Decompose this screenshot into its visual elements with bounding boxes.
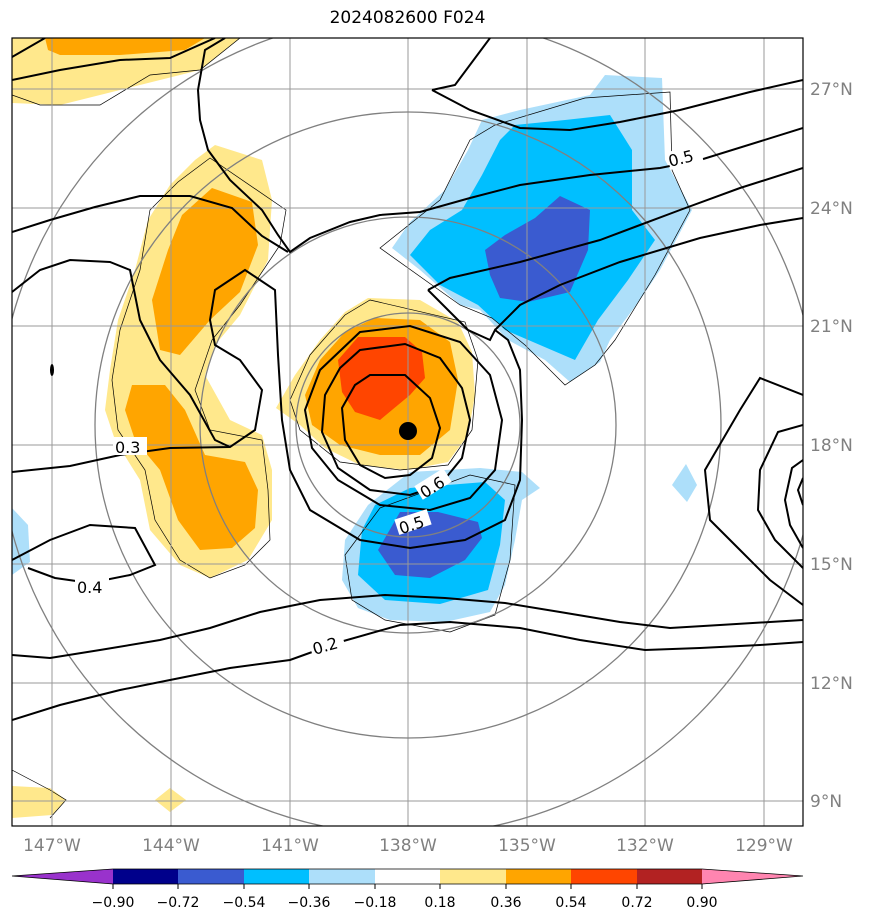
shade-orange-leftband xyxy=(152,188,258,355)
shading-layer xyxy=(12,38,697,818)
lat-label-27: 27°N xyxy=(810,80,853,100)
lon-label-144: 144°W xyxy=(142,836,200,856)
lat-label-21: 21°N xyxy=(810,317,853,337)
contour-north-1 xyxy=(431,38,491,91)
colorbar-seg-10 xyxy=(702,869,803,884)
shade-orange-leftband2 xyxy=(125,385,258,550)
contour-topleft-1 xyxy=(12,38,46,58)
small-contour-blob xyxy=(50,364,54,376)
cb-tick-3: −0.36 xyxy=(288,895,331,911)
colorbar-ticks xyxy=(112,884,703,889)
colorbar-seg-5 xyxy=(375,869,440,884)
range-ring-2 xyxy=(199,216,617,634)
contour-core-inner xyxy=(340,374,442,480)
storm-center-marker xyxy=(399,422,417,440)
cb-tick-9: 0.90 xyxy=(686,895,717,911)
lat-label-15: 15°N xyxy=(810,555,853,575)
lat-label-24: 24°N xyxy=(810,199,853,219)
outline-bottomleft xyxy=(12,769,67,819)
contour-label-1: 0.5 xyxy=(666,146,695,171)
lon-label-141: 141°W xyxy=(261,836,319,856)
lon-label-147: 147°W xyxy=(23,836,81,856)
outline-core xyxy=(289,299,479,471)
contour-left-4 xyxy=(12,523,157,585)
lon-label-129: 129°W xyxy=(735,836,793,856)
cb-tick-4: −0.18 xyxy=(354,895,397,911)
colorbar-seg-7 xyxy=(506,869,571,884)
range-ring-3 xyxy=(94,111,722,739)
shade-yellow-bottomleft xyxy=(12,786,66,818)
lat-label-12: 12°N xyxy=(810,674,853,694)
range-rings xyxy=(12,38,803,826)
shade-orange-topleft xyxy=(45,38,205,55)
contour-east-ring-4 xyxy=(796,477,803,506)
lon-label-138: 138°W xyxy=(379,836,437,856)
contour-core-outer xyxy=(303,324,504,512)
lat-label-18: 18°N xyxy=(810,436,853,456)
contour-east-in xyxy=(494,217,803,331)
colorbar-seg-0 xyxy=(12,869,113,884)
cb-tick-8: 0.72 xyxy=(621,895,652,911)
contour-upper-left xyxy=(196,38,803,254)
cb-tick-1: −0.72 xyxy=(157,895,200,911)
cb-tick-5: 0.18 xyxy=(424,895,455,911)
colorbar-seg-6 xyxy=(440,869,506,884)
contour-left-3 xyxy=(12,268,524,550)
contour-left-2 xyxy=(12,258,231,448)
cb-tick-6: 0.36 xyxy=(490,895,521,911)
contour-lower-1 xyxy=(12,593,803,660)
shading-outlines xyxy=(12,38,691,819)
colorbar-tick-labels: −0.90 −0.72 −0.54 −0.36 −0.18 0.18 0.36 … xyxy=(92,895,718,911)
outline-leftband xyxy=(111,157,287,579)
map-content xyxy=(12,38,803,826)
map-title: 2024082600 F024 xyxy=(329,8,486,28)
contour-label-2: 0.3 xyxy=(115,438,140,457)
contour-left-1 xyxy=(12,195,289,253)
map-frame xyxy=(11,37,804,827)
colorbar-seg-4 xyxy=(309,869,375,884)
contour-lower-2 xyxy=(12,620,803,721)
contour-east-ring-2 xyxy=(756,424,803,569)
cb-tick-2: −0.54 xyxy=(223,895,266,911)
range-ring-1 xyxy=(295,312,521,538)
colorbar-seg-9 xyxy=(637,869,702,884)
contour-east-ring-3 xyxy=(783,459,803,549)
lon-label-132: 132°W xyxy=(616,836,674,856)
lon-label-135: 135°W xyxy=(498,836,556,856)
colorbar-seg-3 xyxy=(244,869,309,884)
colorbar-seg-1 xyxy=(113,869,178,884)
outline-ne xyxy=(379,91,691,386)
lon-labels: 147°W 144°W 141°W 138°W 135°W 132°W 129°… xyxy=(23,836,793,856)
lat-label-9: 9°N xyxy=(810,792,842,812)
contour-north-2 xyxy=(431,79,803,132)
shade-darkblue-ne xyxy=(485,196,590,302)
colorbar-seg-8 xyxy=(571,869,637,884)
contour-label-layer: 0.5 0.3 0.6 0.5 0.4 0.2 xyxy=(75,144,704,659)
contour-east-ring-1 xyxy=(703,376,803,606)
cb-tick-7: 0.54 xyxy=(555,895,586,911)
shade-red-core xyxy=(338,337,425,420)
cb-tick-0: −0.90 xyxy=(92,895,135,911)
lat-labels: 27°N 24°N 21°N 18°N 15°N 12°N 9°N xyxy=(810,80,853,812)
contour-topleft-2 xyxy=(12,38,216,81)
colorbar-seg-2 xyxy=(178,869,244,884)
shade-lightblue-east xyxy=(672,464,697,502)
contour-label-6: 0.2 xyxy=(310,633,340,658)
contour-mid-ne xyxy=(427,167,803,291)
contour-label-5: 0.4 xyxy=(77,578,102,597)
outline-topleft xyxy=(12,38,241,106)
colorbar: −0.90 −0.72 −0.54 −0.36 −0.18 0.18 0.36 … xyxy=(11,868,804,911)
